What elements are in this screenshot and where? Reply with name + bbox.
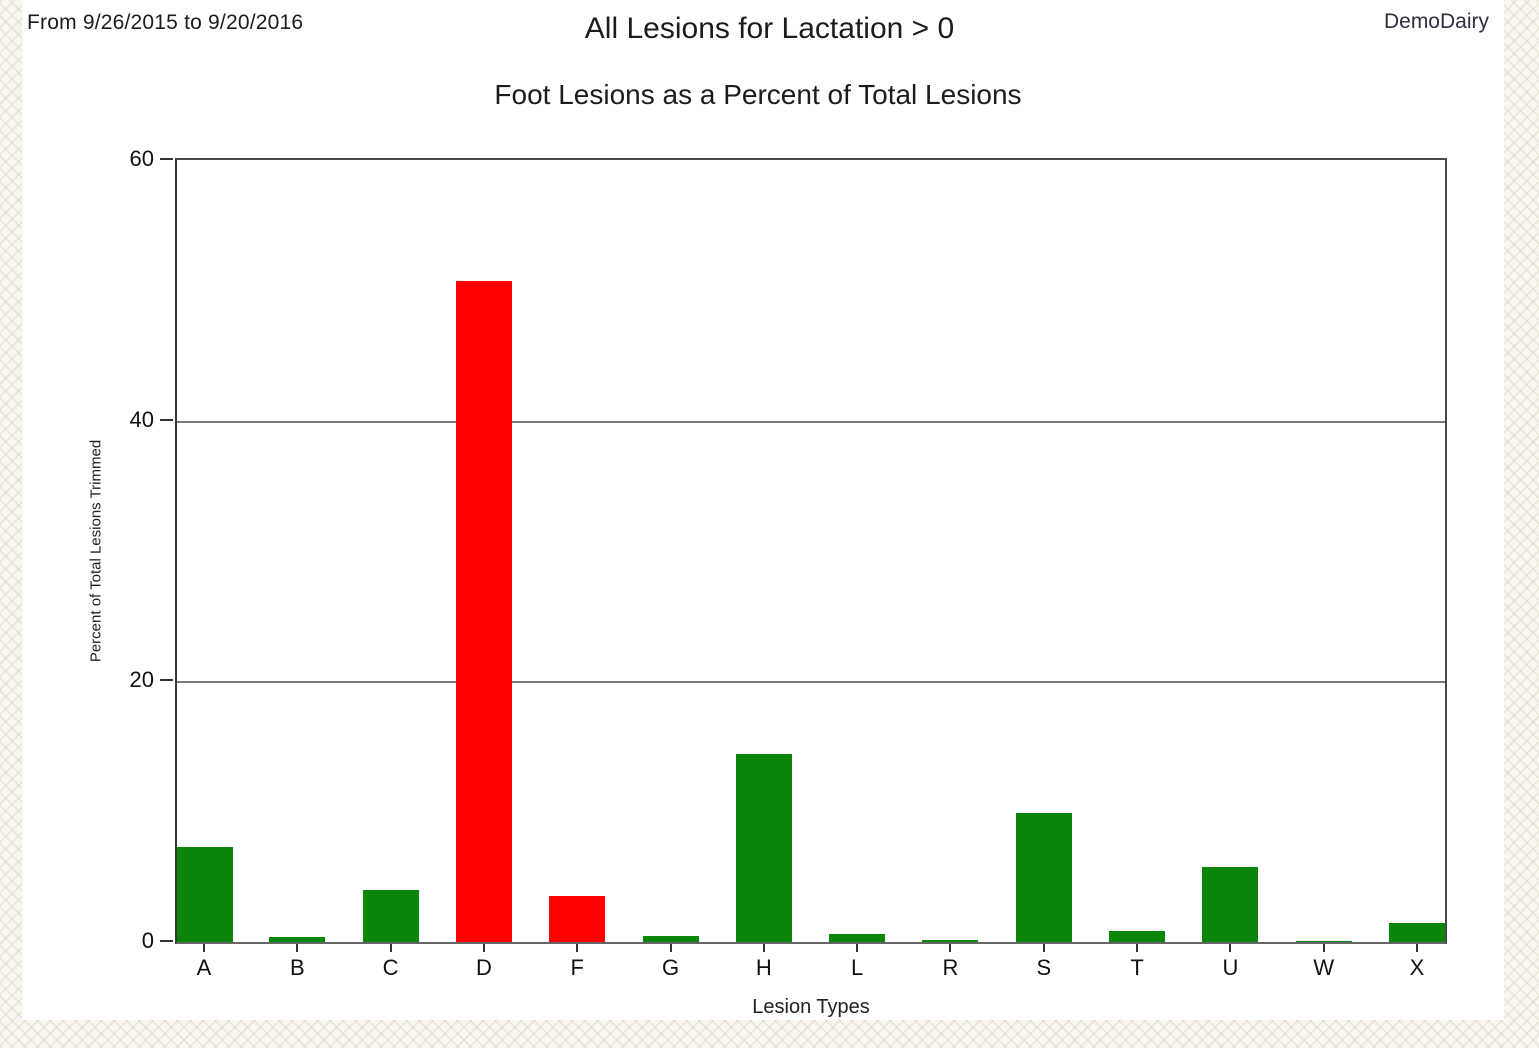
bar-H [735, 754, 792, 942]
bar-U [1202, 867, 1259, 942]
bar-L [829, 933, 886, 942]
chart-title: Foot Lesions as a Percent of Total Lesio… [494, 79, 1022, 110]
bar-G [642, 936, 699, 942]
gridline-20 [177, 681, 1445, 684]
bar-R [922, 940, 979, 942]
bar-D [455, 281, 512, 942]
y-axis-label: Percent of Total Lesions Trimmed [87, 439, 105, 663]
bar-T [1109, 930, 1166, 942]
bar-W [1295, 940, 1352, 942]
bar-S [1015, 812, 1072, 942]
x-axis-label: Lesion Types [752, 996, 870, 1018]
bar-C [362, 889, 419, 942]
date-range: From 9/26/2015 to 9/20/2016 [27, 11, 304, 34]
dairy-name: DemoDairy [1383, 10, 1489, 33]
bar-F [549, 896, 606, 942]
plot-area [175, 158, 1447, 944]
bar-A [177, 846, 233, 942]
bar-X [1389, 923, 1446, 942]
report-title: All Lesions for Lactation > 0 [584, 12, 955, 45]
bar-B [269, 936, 326, 942]
gridline-40 [177, 420, 1445, 423]
